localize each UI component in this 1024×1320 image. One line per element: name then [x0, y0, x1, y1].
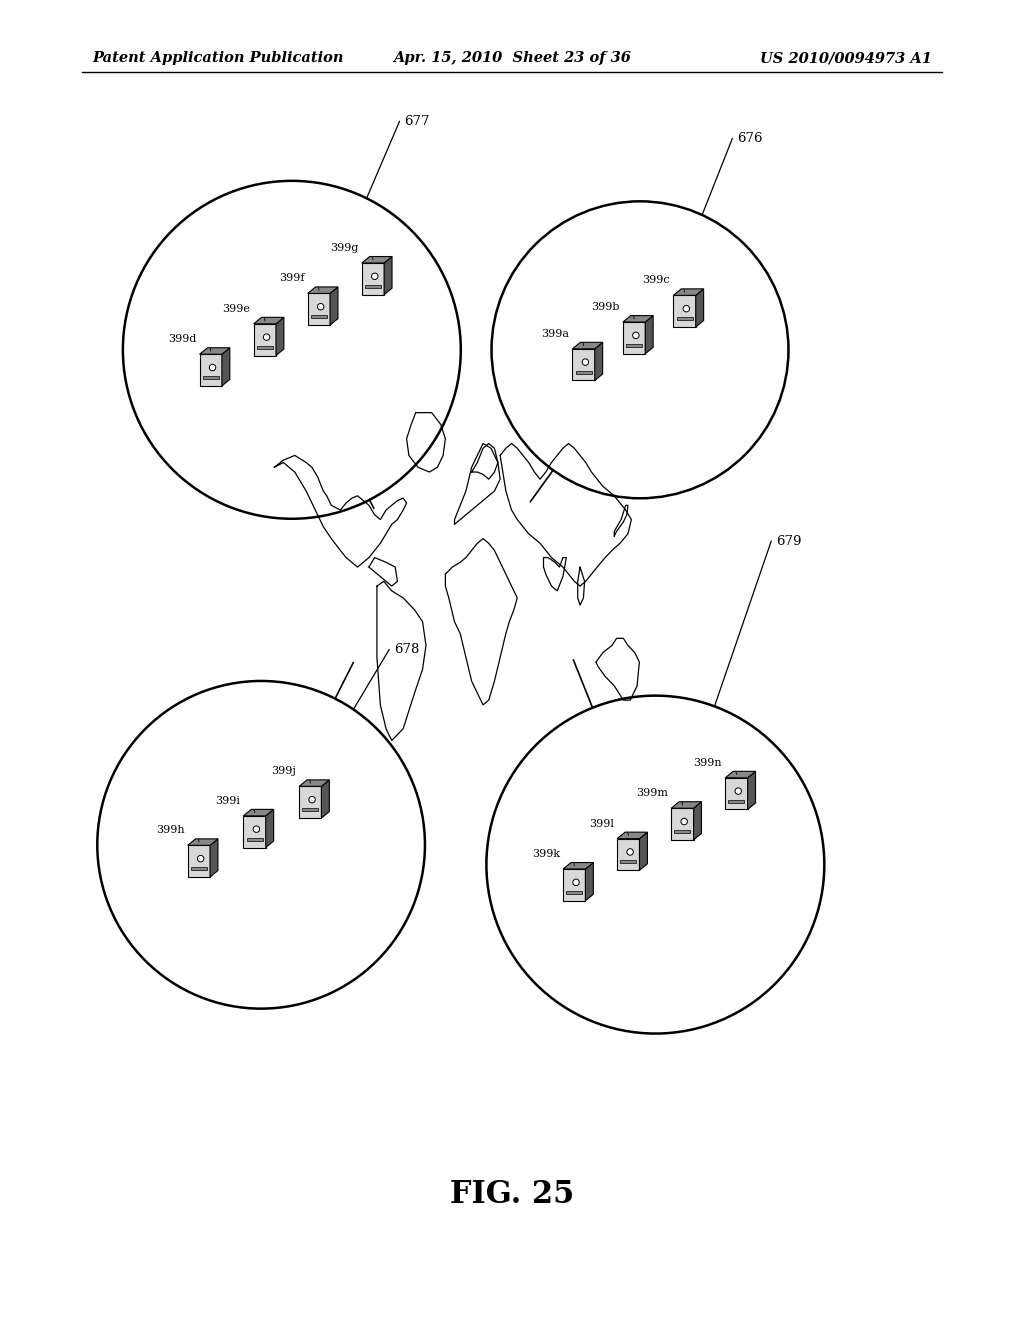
Text: 399m: 399m — [636, 788, 668, 799]
Text: 399a: 399a — [541, 329, 569, 339]
Text: Apr. 15, 2010  Sheet 23 of 36: Apr. 15, 2010 Sheet 23 of 36 — [393, 51, 631, 65]
Bar — [566, 891, 583, 894]
Bar — [311, 315, 327, 318]
Polygon shape — [244, 809, 273, 816]
Text: Patent Application Publication: Patent Application Publication — [92, 51, 344, 65]
Polygon shape — [623, 315, 653, 322]
Bar — [365, 285, 381, 288]
Polygon shape — [748, 771, 756, 809]
Circle shape — [209, 364, 216, 371]
Bar — [203, 376, 219, 379]
Polygon shape — [672, 808, 693, 840]
Text: 676: 676 — [737, 132, 763, 145]
Text: 399b: 399b — [591, 302, 620, 312]
Polygon shape — [617, 838, 639, 870]
Text: 399e: 399e — [222, 304, 251, 314]
Polygon shape — [563, 869, 586, 900]
Polygon shape — [639, 832, 647, 870]
Bar — [247, 838, 262, 841]
Polygon shape — [299, 787, 322, 818]
Polygon shape — [200, 354, 222, 385]
Polygon shape — [254, 323, 275, 355]
Circle shape — [633, 333, 639, 339]
Bar — [257, 346, 272, 348]
Circle shape — [683, 305, 689, 312]
Polygon shape — [308, 293, 330, 325]
Polygon shape — [222, 347, 229, 385]
Text: 399f: 399f — [279, 273, 304, 284]
Polygon shape — [265, 809, 273, 847]
Text: 399i: 399i — [215, 796, 241, 805]
Polygon shape — [572, 342, 603, 348]
Circle shape — [309, 796, 315, 803]
Polygon shape — [275, 317, 284, 355]
Text: 399j: 399j — [271, 767, 296, 776]
Polygon shape — [617, 832, 647, 838]
Polygon shape — [187, 845, 210, 876]
Polygon shape — [361, 256, 392, 263]
Circle shape — [627, 849, 634, 855]
Circle shape — [372, 273, 378, 280]
Text: 399h: 399h — [156, 825, 184, 836]
Circle shape — [253, 826, 260, 833]
Bar — [728, 800, 744, 803]
Circle shape — [263, 334, 270, 341]
Polygon shape — [672, 801, 701, 808]
Bar — [621, 861, 636, 863]
Text: 399l: 399l — [589, 818, 614, 829]
Polygon shape — [299, 780, 330, 787]
Polygon shape — [563, 862, 593, 869]
Bar — [677, 317, 692, 319]
Polygon shape — [586, 862, 593, 900]
Text: 399n: 399n — [693, 758, 722, 768]
Polygon shape — [725, 771, 756, 777]
Circle shape — [198, 855, 204, 862]
Text: 399k: 399k — [531, 849, 560, 859]
Bar — [626, 345, 642, 347]
Polygon shape — [254, 317, 284, 323]
Polygon shape — [384, 256, 392, 294]
Polygon shape — [725, 777, 748, 809]
Polygon shape — [674, 289, 703, 296]
Circle shape — [572, 879, 580, 886]
Polygon shape — [322, 780, 330, 818]
Polygon shape — [210, 840, 218, 876]
Polygon shape — [623, 322, 645, 354]
Polygon shape — [695, 289, 703, 327]
Polygon shape — [693, 801, 701, 840]
Bar — [675, 830, 690, 833]
Text: 679: 679 — [776, 535, 802, 548]
Bar — [302, 808, 318, 810]
Polygon shape — [200, 347, 229, 354]
Text: FIG. 25: FIG. 25 — [450, 1179, 574, 1210]
Polygon shape — [308, 286, 338, 293]
Polygon shape — [187, 840, 218, 845]
Polygon shape — [572, 348, 595, 380]
Circle shape — [317, 304, 324, 310]
Bar — [575, 371, 592, 374]
Polygon shape — [674, 296, 695, 327]
Polygon shape — [361, 263, 384, 294]
Text: 399d: 399d — [168, 334, 197, 345]
Text: 678: 678 — [394, 643, 420, 656]
Text: 677: 677 — [404, 115, 430, 128]
Text: US 2010/0094973 A1: US 2010/0094973 A1 — [760, 51, 932, 65]
Text: 399c: 399c — [642, 276, 670, 285]
Bar — [190, 867, 207, 870]
Circle shape — [735, 788, 741, 795]
Polygon shape — [330, 286, 338, 325]
Circle shape — [681, 818, 687, 825]
Polygon shape — [595, 342, 603, 380]
Polygon shape — [645, 315, 653, 354]
Text: 399g: 399g — [330, 243, 358, 253]
Circle shape — [582, 359, 589, 366]
Polygon shape — [244, 816, 265, 847]
